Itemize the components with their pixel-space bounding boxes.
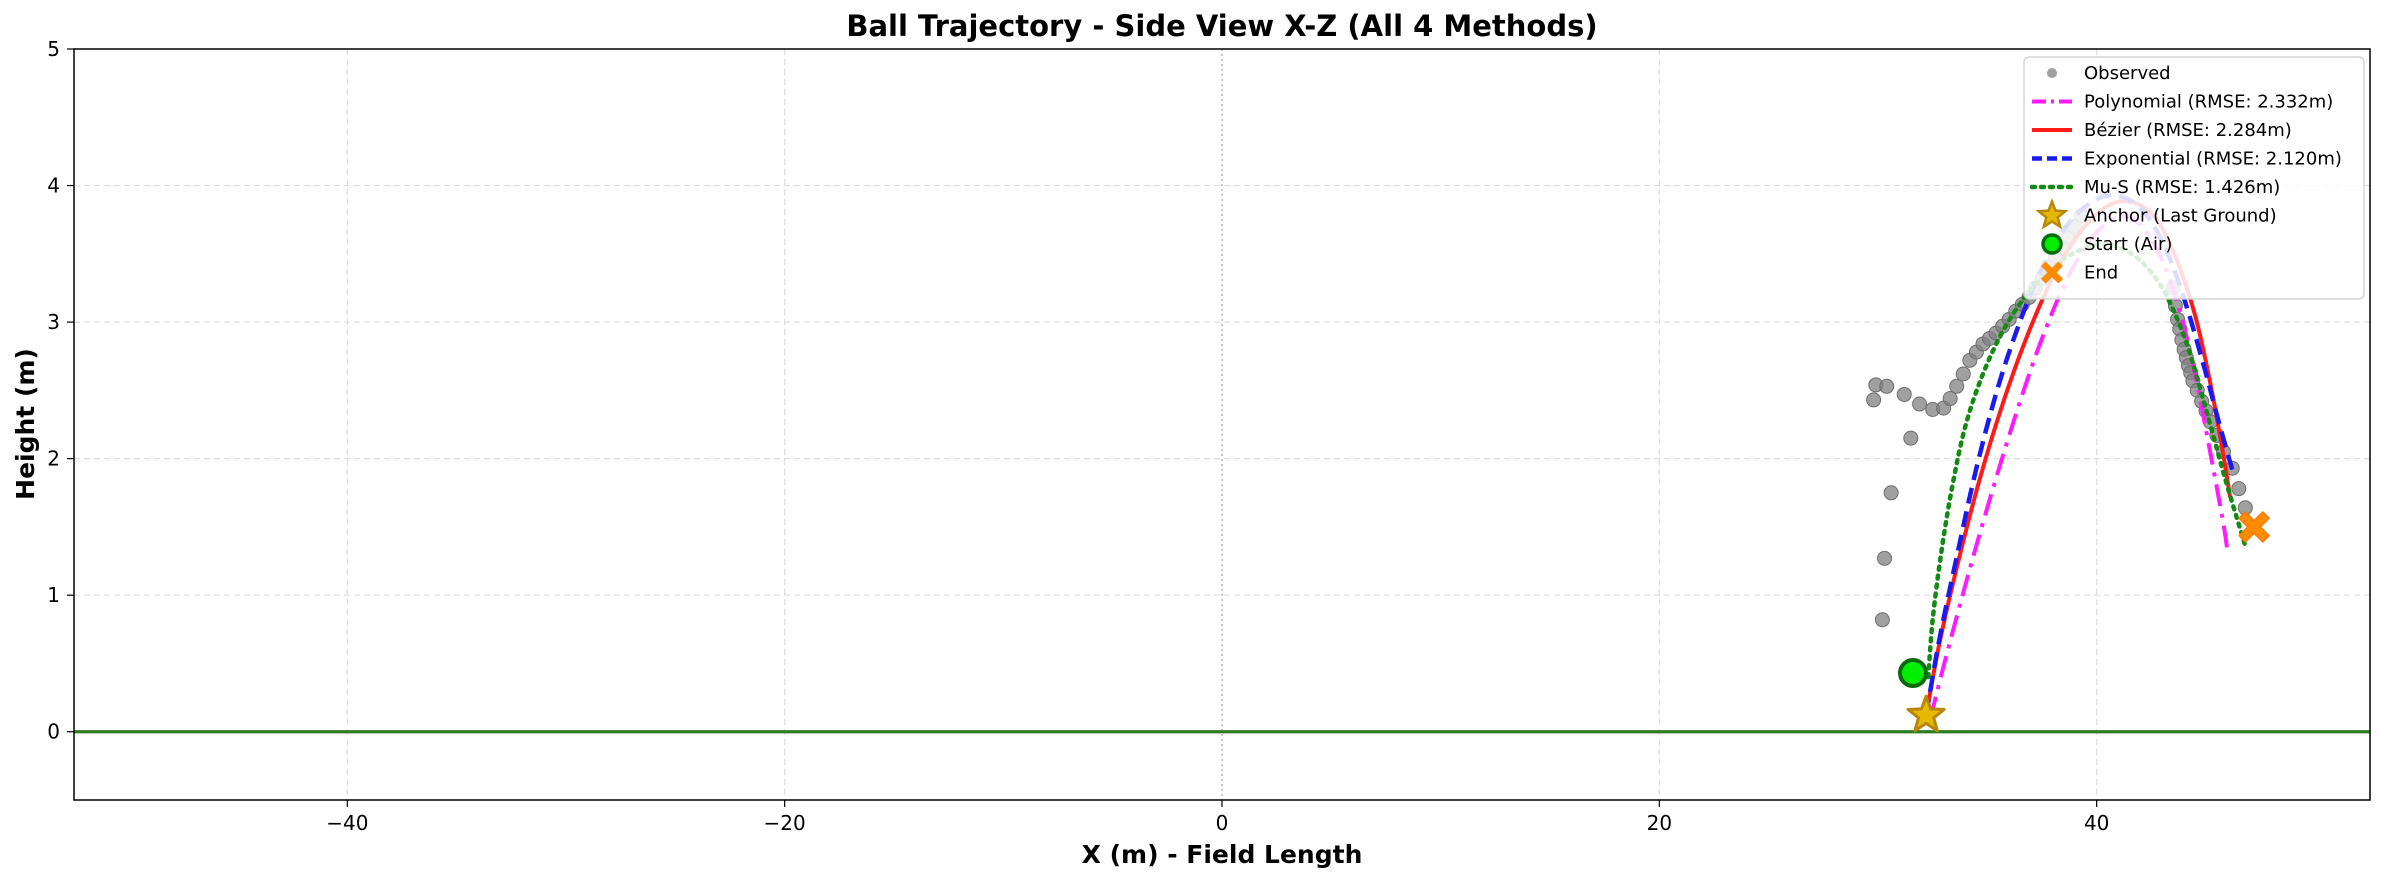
legend: Observed Polynomial (RMSE: 2.332m) Bézier … [2023, 56, 2365, 300]
observed-point [1883, 485, 1899, 501]
observed-point [2231, 481, 2247, 497]
legend-item-observed: Observed [2047, 63, 2171, 84]
legend-label: Observed [2084, 63, 2171, 84]
observed-point [1874, 612, 1890, 628]
legend-label: Start (Air) [2084, 234, 2172, 255]
x-tick-label: −40 [326, 811, 368, 835]
mus-curve [1926, 242, 2248, 680]
x-tick-label: −20 [764, 811, 806, 835]
y-tick-label: 4 [47, 174, 60, 198]
chart-title: Ball Trajectory - Side View X-Z (All 4 M… [846, 9, 1597, 43]
y-tick-label: 5 [47, 37, 60, 61]
observed-point [1903, 430, 1919, 446]
y-tick-label: 0 [47, 720, 60, 744]
end-marker [2238, 511, 2270, 543]
anchor-marker [1906, 694, 1946, 733]
observed-point [1912, 396, 1928, 412]
x-tick-label: 40 [2084, 811, 2109, 835]
key-markers [1897, 511, 2270, 733]
reference-lines [74, 49, 2370, 800]
start-marker [1897, 658, 1928, 689]
legend-label: Polynomial (RMSE: 2.332m) [2084, 92, 2333, 113]
legend-item-polynomial: Polynomial (RMSE: 2.332m) [2032, 92, 2333, 113]
x-tick-label: 0 [1216, 811, 1229, 835]
legend-item-end: End [2041, 261, 2118, 284]
observed-point [1949, 378, 1965, 394]
legend-label: End [2084, 263, 2118, 284]
legend-label: Mu-S (RMSE: 1.426m) [2084, 177, 2280, 198]
legend-label: Bézier (RMSE: 2.284m) [2084, 120, 2292, 141]
observed-point [1879, 378, 1895, 394]
legend-item-mus: Mu-S (RMSE: 1.426m) [2029, 177, 2280, 198]
x-tick-label: 20 [1647, 811, 1672, 835]
legend-item-anchor: Anchor (Last Ground) [2035, 198, 2277, 230]
legend-box [2023, 56, 2365, 300]
legend-swatch [2035, 198, 2069, 230]
legend-swatch [2047, 68, 2057, 78]
legend-item-bezier: Bézier (RMSE: 2.284m) [2032, 120, 2292, 141]
observed-point [1896, 386, 1912, 402]
x-axis-label: X (m) - Field Length [1082, 840, 1363, 869]
legend-swatch [2041, 233, 2063, 255]
y-tick-label: 3 [47, 310, 60, 334]
observed-point [1942, 391, 1958, 407]
legend-label: Anchor (Last Ground) [2084, 206, 2277, 227]
legend-item-exponential: Exponential (RMSE: 2.120m) [2032, 149, 2342, 170]
legend-label: Exponential (RMSE: 2.120m) [2084, 149, 2342, 170]
legend-swatch [2041, 261, 2063, 284]
y-tick-label: 1 [47, 583, 60, 607]
axis-ticks: −40 −20 0 20 40 0 1 2 3 4 5 [47, 37, 2109, 835]
observed-point [1877, 550, 1893, 566]
y-axis-label: Height (m) [11, 348, 40, 500]
legend-item-start: Start (Air) [2041, 233, 2172, 255]
y-tick-label: 2 [47, 447, 60, 471]
observed-point [1866, 392, 1882, 408]
observed-point [1955, 366, 1971, 382]
